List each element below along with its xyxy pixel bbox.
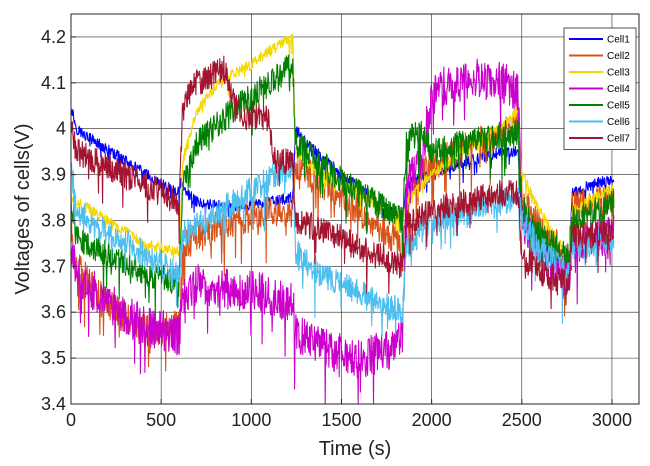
y-tick-label: 3.8 [41,210,66,230]
series-line-cell5 [70,54,615,317]
y-tick-label: 4.1 [41,73,66,93]
y-tick-label: 3.6 [41,302,66,322]
legend-label: Cell6 [607,117,630,128]
x-tick-label: 1500 [321,410,361,430]
legend-label: Cell3 [607,68,630,79]
x-tick-label: 0 [66,410,76,430]
y-axis-title: Voltages of cells(V) [12,123,34,294]
x-tick-label: 500 [146,410,176,430]
y-tick-label: 3.7 [41,256,66,276]
x-tick-label: 2500 [502,410,542,430]
y-tick-label: 3.9 [41,165,66,185]
legend-label: Cell2 [607,51,630,62]
x-tick-label: 1000 [231,410,271,430]
y-tick-label: 3.5 [41,348,66,368]
legend-label: Cell1 [607,35,630,46]
legend-label: Cell4 [607,84,630,95]
x-axis-title: Time (s) [319,438,392,460]
legend-label: Cell5 [607,101,630,112]
axis-ticks: 0 500 1000 1500 2000 2500 3000 3.4 3.5 3.6 3.7 3.8 3… [41,27,632,430]
y-tick-label: 4.2 [41,27,66,47]
series-line-cell6 [70,154,615,338]
series-line-cell7 [70,55,615,310]
series-group [70,33,615,405]
x-tick-label: 2000 [412,410,452,430]
y-tick-label: 3.4 [41,394,66,414]
legend: Cell1 Cell2 Cell3 Cell4 Cell5 Cell6 Cell7 [563,27,637,150]
x-tick-label: 3000 [592,410,632,430]
plot-frame [70,13,640,405]
y-tick-label: 4 [56,119,66,139]
legend-label: Cell7 [607,134,630,145]
